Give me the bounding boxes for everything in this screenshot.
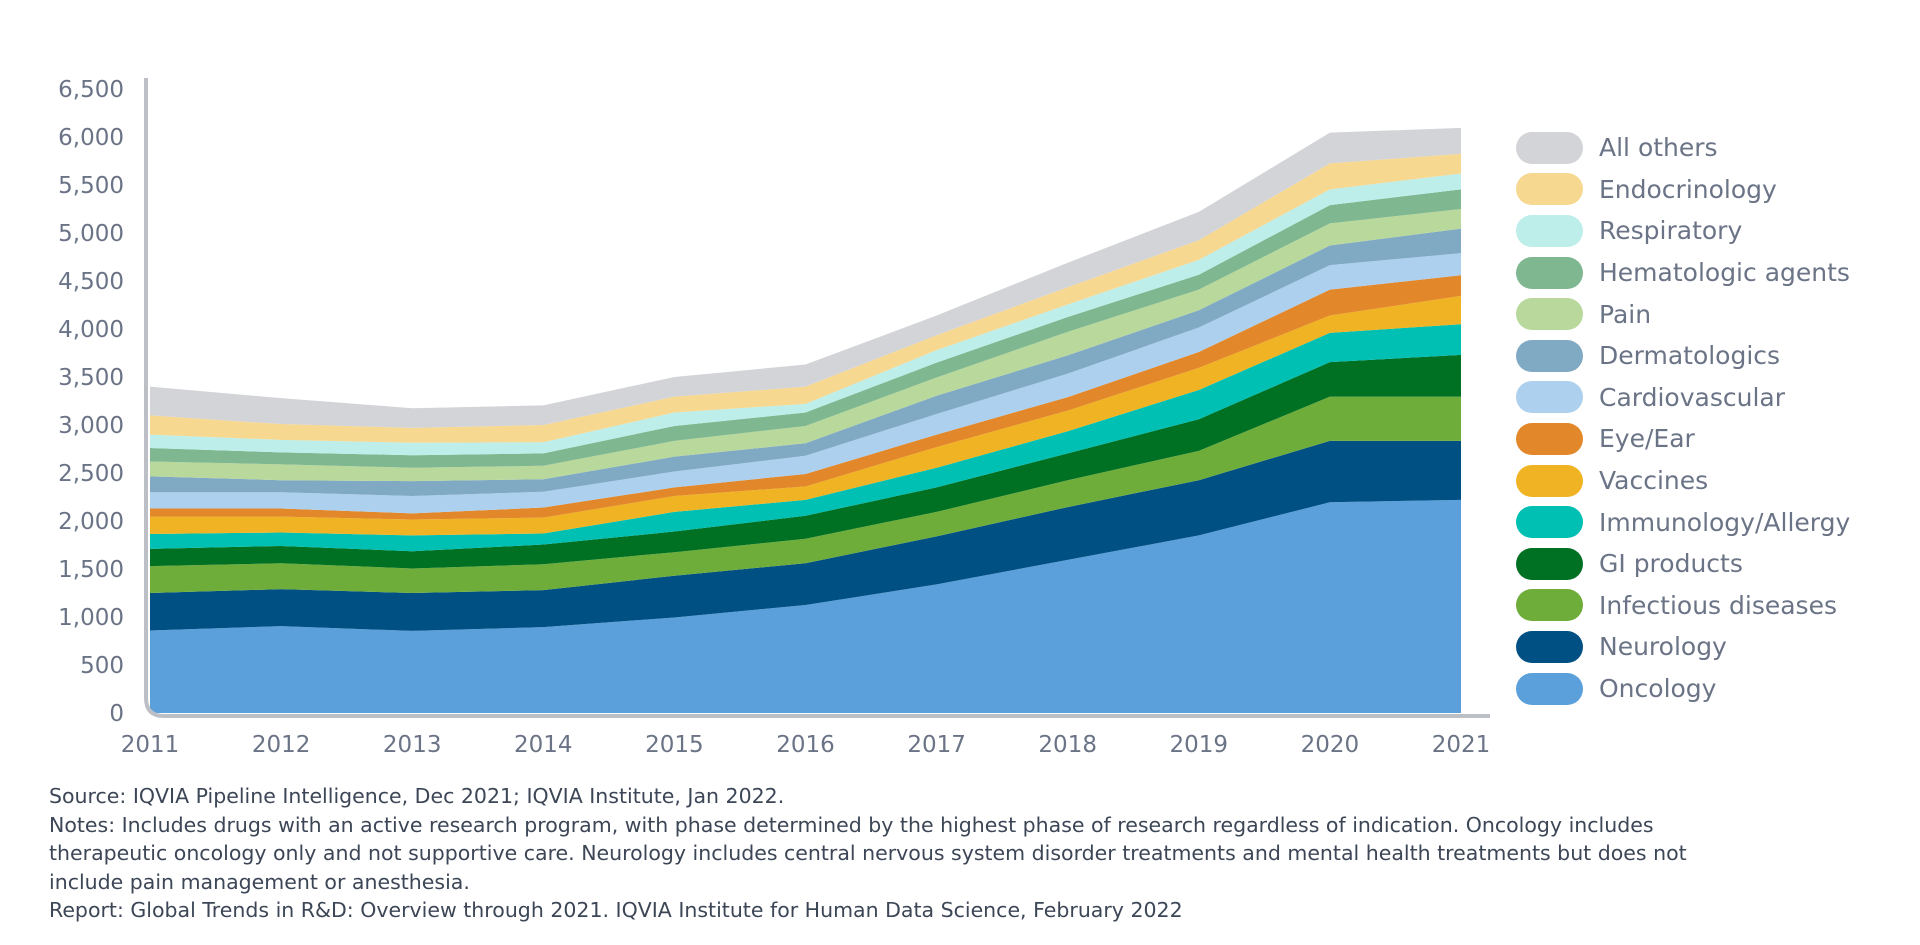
area-infectious-diseases <box>150 396 1461 593</box>
x-tick-label: 2013 <box>383 732 442 758</box>
area-gi-products <box>150 354 1461 569</box>
y-axis-ticks: 0 500 1,000 1,500 2,000 2,500 3,000 3,500 4,000 4… <box>58 77 124 727</box>
legend-label: All others <box>1599 133 1718 163</box>
legend-item-all-others: All others <box>1516 127 1850 169</box>
area-cardiovascular <box>150 253 1461 514</box>
legend-swatch <box>1516 256 1583 289</box>
legend-item-infectious-diseases: Infectious diseases <box>1516 585 1850 627</box>
y-tick-label: 0 <box>109 701 124 727</box>
legend-swatch <box>1516 672 1583 705</box>
y-tick-label: 5,000 <box>58 221 124 247</box>
area-dermatologics <box>150 228 1461 497</box>
y-tick-label: 4,000 <box>58 317 124 343</box>
y-tick-label: 2,500 <box>58 461 124 487</box>
area-eye-ear <box>150 275 1461 520</box>
legend-swatch <box>1516 506 1583 539</box>
x-tick-label: 2016 <box>776 732 835 758</box>
chart-notes: Source: IQVIA Pipeline Intelligence, Dec… <box>49 782 1899 925</box>
report-note: Report: Global Trends in R&D: Overview t… <box>49 898 1183 922</box>
axis-line <box>144 78 1490 718</box>
legend-label: GI products <box>1599 549 1743 579</box>
x-tick-label: 2018 <box>1038 732 1097 758</box>
legend-item-pain: Pain <box>1516 293 1850 335</box>
y-tick-label: 3,000 <box>58 413 124 439</box>
area-oncology <box>150 499 1461 713</box>
area-all-others <box>150 127 1461 428</box>
x-tick-label: 2012 <box>252 732 311 758</box>
legend-item-neurology: Neurology <box>1516 626 1850 668</box>
area-endocrinology <box>150 153 1461 443</box>
legend-swatch <box>1516 589 1583 622</box>
legend-label: Cardiovascular <box>1599 382 1785 412</box>
legend-swatch <box>1516 131 1583 164</box>
legend-label: Hematologic agents <box>1599 258 1850 288</box>
area-pain <box>150 209 1461 482</box>
legend-label: Respiratory <box>1599 216 1743 246</box>
area-immunology-allergy <box>150 324 1461 552</box>
legend-swatch <box>1516 464 1583 497</box>
legend-swatch <box>1516 547 1583 580</box>
legend: All others Endocrinology Respiratory Hemato… <box>1516 127 1850 709</box>
y-tick-label: 5,500 <box>58 173 124 199</box>
y-tick-label: 6,000 <box>58 125 124 151</box>
notes-text-2: therapeutic oncology only and not suppor… <box>49 841 1687 865</box>
x-tick-label: 2017 <box>907 732 966 758</box>
legend-swatch <box>1516 173 1583 206</box>
area-vaccines <box>150 295 1461 536</box>
area-neurology <box>150 440 1461 631</box>
notes-text-3: include pain management or anesthesia. <box>49 869 470 894</box>
legend-item-endocrinology: Endocrinology <box>1516 169 1850 211</box>
legend-label: Oncology <box>1599 674 1717 704</box>
legend-item-vaccines: Vaccines <box>1516 460 1850 502</box>
legend-item-cardiovascular: Cardiovascular <box>1516 377 1850 419</box>
notes-text-1: Notes: Includes drugs with an active res… <box>49 812 1654 837</box>
y-tick-label: 500 <box>80 653 124 679</box>
legend-label: Infectious diseases <box>1599 590 1837 620</box>
stacked-area-chart: 0 500 1,000 1,500 2,000 2,500 3,000 3,500 4,000 4… <box>58 77 1491 758</box>
corner-mask <box>146 690 164 716</box>
x-tick-label: 2015 <box>645 732 704 758</box>
legend-item-gi-products: GI products <box>1516 543 1850 585</box>
legend-item-immunology-allergy: Immunology/Allergy <box>1516 501 1850 543</box>
legend-label: Neurology <box>1599 632 1727 662</box>
x-tick-label: 2020 <box>1301 732 1360 758</box>
y-tick-label: 4,500 <box>58 269 124 295</box>
legend-swatch <box>1516 630 1583 663</box>
legend-item-oncology: Oncology <box>1516 668 1850 710</box>
x-tick-label: 2019 <box>1170 732 1229 758</box>
legend-label: Vaccines <box>1599 466 1709 496</box>
legend-item-dermatologics: Dermatologics <box>1516 335 1850 377</box>
legend-label: Eye/Ear <box>1599 424 1695 454</box>
legend-swatch <box>1516 298 1583 331</box>
x-tick-label: 2011 <box>121 732 180 758</box>
y-tick-label: 2,000 <box>58 509 124 535</box>
legend-label: Immunology/Allergy <box>1599 507 1851 537</box>
source-note: Source: IQVIA Pipeline Intelligence, Dec… <box>49 784 785 808</box>
x-tick-label: 2014 <box>514 732 573 758</box>
legend-swatch <box>1516 214 1583 247</box>
legend-item-respiratory: Respiratory <box>1516 210 1850 252</box>
legend-label: Pain <box>1599 299 1652 329</box>
x-axis-ticks: 2011 2012 2013 2014 2015 2016 2017 2018 2019 2020… <box>121 732 1491 758</box>
legend-label: Dermatologics <box>1599 341 1781 371</box>
x-tick-label: 2021 <box>1432 732 1491 758</box>
legend-item-eye-ear: Eye/Ear <box>1516 418 1850 460</box>
legend-swatch <box>1516 339 1583 372</box>
area-hematologic-agents <box>150 189 1461 468</box>
y-tick-label: 3,500 <box>58 365 124 391</box>
legend-label: Endocrinology <box>1599 174 1777 204</box>
legend-swatch <box>1516 381 1583 414</box>
areas <box>146 127 1461 716</box>
legend-swatch <box>1516 422 1583 455</box>
y-tick-label: 1,500 <box>58 557 124 583</box>
y-tick-label: 1,000 <box>58 605 124 631</box>
legend-item-hematologic-agents: Hematologic agents <box>1516 252 1850 294</box>
y-tick-label: 6,500 <box>58 77 124 103</box>
area-respiratory <box>150 173 1461 456</box>
